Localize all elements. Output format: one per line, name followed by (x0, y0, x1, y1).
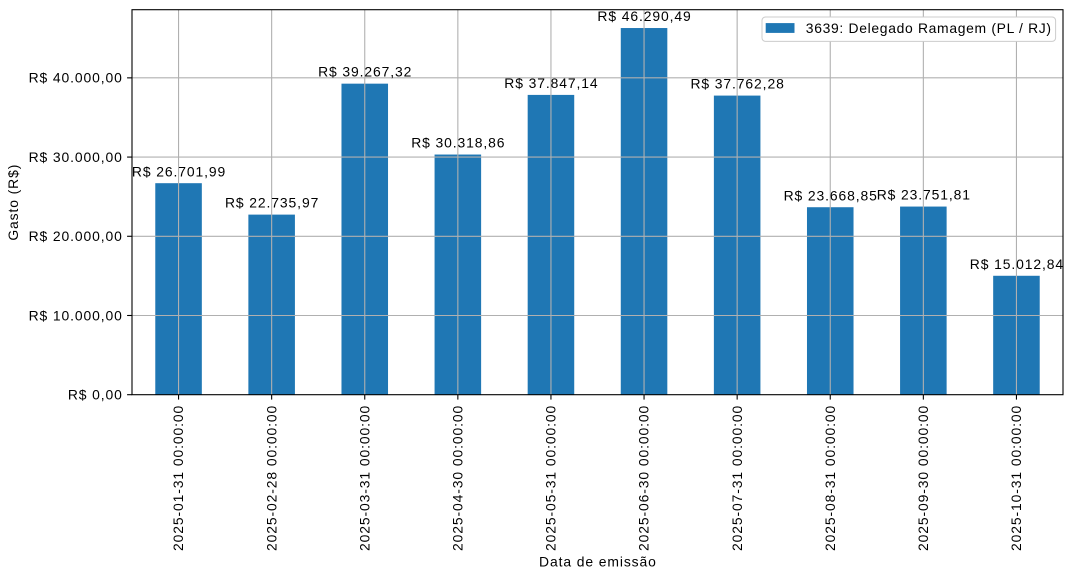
svg-text:2025-08-31 00:00:00: 2025-08-31 00:00:00 (822, 405, 838, 551)
svg-text:R$ 30.000,00: R$ 30.000,00 (29, 149, 123, 165)
svg-text:2025-02-28 00:00:00: 2025-02-28 00:00:00 (263, 405, 279, 551)
svg-text:2025-05-31 00:00:00: 2025-05-31 00:00:00 (543, 405, 559, 551)
svg-text:R$ 30.318,86: R$ 30.318,86 (411, 135, 505, 151)
svg-text:R$ 23.668,85: R$ 23.668,85 (784, 187, 878, 203)
svg-text:R$ 26.701,99: R$ 26.701,99 (132, 163, 226, 179)
svg-text:R$ 23.751,81: R$ 23.751,81 (877, 187, 971, 203)
svg-text:R$ 20.000,00: R$ 20.000,00 (29, 228, 123, 244)
svg-text:2025-06-30 00:00:00: 2025-06-30 00:00:00 (636, 405, 652, 551)
svg-text:R$ 37.762,28: R$ 37.762,28 (690, 76, 784, 92)
svg-text:3639: Delegado Ramagem (PL / R: 3639: Delegado Ramagem (PL / RJ) (806, 20, 1052, 36)
svg-text:R$ 0,00: R$ 0,00 (68, 387, 123, 403)
svg-text:2025-01-31 00:00:00: 2025-01-31 00:00:00 (170, 405, 186, 551)
svg-text:Data de emissão: Data de emissão (539, 554, 657, 570)
svg-text:2025-03-31 00:00:00: 2025-03-31 00:00:00 (356, 405, 372, 551)
svg-text:Gasto (R$): Gasto (R$) (5, 164, 21, 241)
svg-text:R$ 15.012,84: R$ 15.012,84 (970, 256, 1064, 272)
svg-text:R$ 46.290,49: R$ 46.290,49 (597, 8, 691, 24)
svg-text:R$ 22.735,97: R$ 22.735,97 (225, 195, 319, 211)
svg-text:R$ 37.847,14: R$ 37.847,14 (504, 75, 598, 91)
svg-text:2025-04-30 00:00:00: 2025-04-30 00:00:00 (449, 405, 465, 551)
svg-text:2025-10-31 00:00:00: 2025-10-31 00:00:00 (1008, 405, 1024, 551)
svg-text:2025-07-31 00:00:00: 2025-07-31 00:00:00 (729, 405, 745, 551)
svg-text:R$ 39.267,32: R$ 39.267,32 (318, 64, 412, 80)
svg-text:2025-09-30 00:00:00: 2025-09-30 00:00:00 (915, 405, 931, 551)
svg-text:R$ 10.000,00: R$ 10.000,00 (29, 307, 123, 323)
svg-text:R$ 40.000,00: R$ 40.000,00 (29, 70, 123, 86)
